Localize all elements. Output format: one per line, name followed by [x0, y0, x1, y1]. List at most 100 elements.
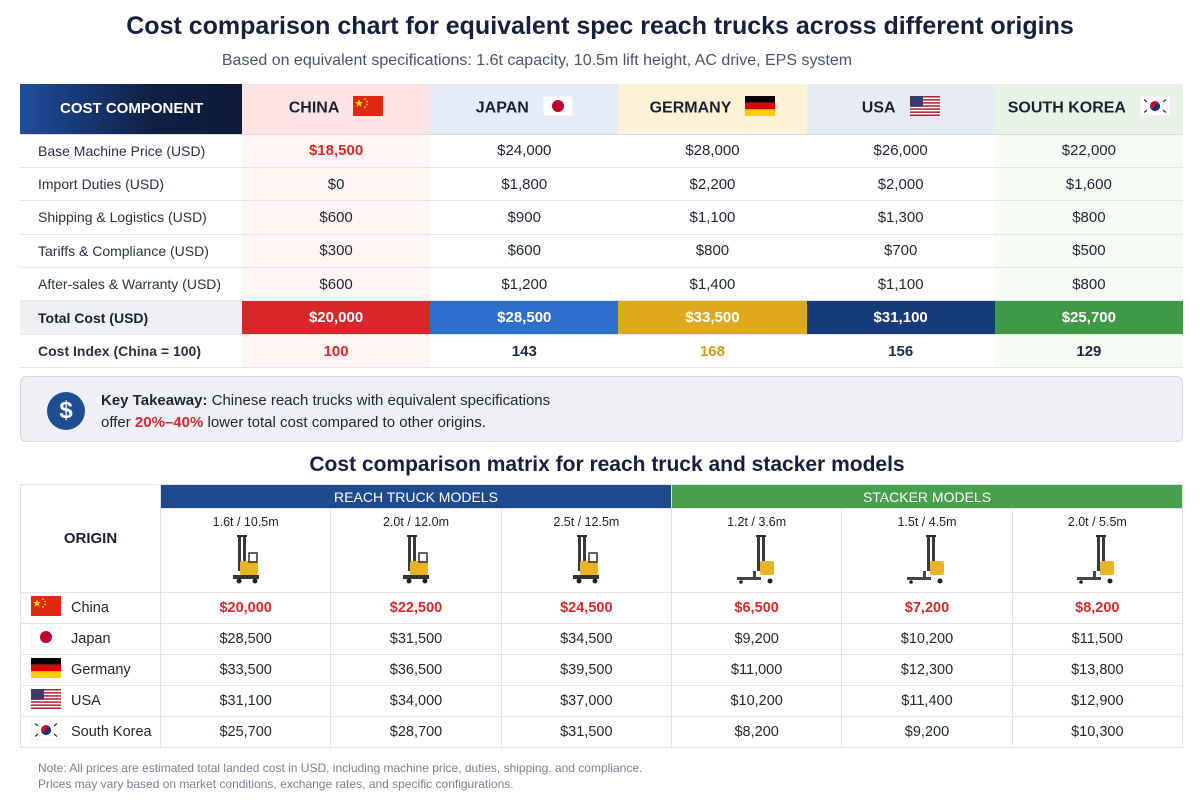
country-name: SOUTH KOREA [1007, 99, 1126, 117]
matrix-cell: $13,800 [1011, 654, 1184, 686]
footnote-line2: Prices may vary based on market conditio… [38, 777, 514, 791]
row-label: After-sales & Warranty (USD) [20, 267, 242, 302]
model-label: 1.6t / 10.5m [212, 515, 279, 529]
table-cell: $1,600 [994, 167, 1183, 202]
table-cell: $1,400 [618, 267, 807, 302]
table-cell: $1,100 [806, 267, 995, 302]
matrix-cell: $7,200 [841, 592, 1013, 624]
row-label: Shipping & Logistics (USD) [20, 200, 242, 235]
model-header: 2.0t / 12.0m [330, 508, 502, 593]
stacker-icon [672, 533, 841, 585]
table-cell: 143 [430, 334, 619, 369]
germany-flag-icon [745, 96, 776, 121]
matrix-cell: $11,400 [841, 685, 1013, 717]
table-row: Total Cost (USD) $20,000 $28,500 $33,500 $31… [20, 300, 1183, 336]
table-cell: $600 [242, 267, 431, 302]
japan-flag-icon [542, 95, 574, 121]
matrix-cell: $28,500 [159, 623, 332, 655]
table-cell: 129 [994, 334, 1183, 369]
south-korea-flag-icon [1139, 95, 1171, 121]
table-cell: $500 [994, 234, 1183, 269]
table-cell: $900 [430, 200, 619, 235]
table-cell: $300 [242, 234, 431, 269]
origin-cell: USA [20, 685, 161, 717]
reach-truck-icon [502, 533, 671, 585]
matrix-cell: $24,500 [500, 592, 672, 624]
matrix-cell: $31,500 [500, 716, 672, 748]
table-cell: $33,500 [618, 300, 807, 336]
origin-name: Germany [71, 661, 131, 678]
table-cell: $28,000 [618, 134, 807, 168]
matrix-row: South Korea $25,700 $28,700 $31,500 $8,200 $9… [20, 716, 1184, 748]
table-cell: 168 [618, 334, 807, 369]
table-cell: $600 [430, 234, 619, 269]
matrix-cell: $28,700 [330, 716, 502, 748]
model-header: 1.2t / 3.6m [670, 508, 843, 593]
reach-truck-icon [331, 533, 500, 585]
origin-cell: South Korea [20, 716, 161, 748]
model-cost-matrix: ORIGIN REACH TRUCK MODELS STACKER MODELS … [20, 484, 1184, 748]
table-cell: $25,700 [994, 300, 1183, 336]
matrix-group-row: ORIGIN REACH TRUCK MODELS STACKER MODELS [20, 484, 1184, 593]
table-cell: $31,100 [806, 300, 995, 336]
country-header-germany: GERMANY [618, 84, 807, 135]
footnote: Note: All prices are estimated total lan… [38, 760, 642, 792]
matrix-row: China $20,000 $22,500 $24,500 $6,500 $7,200 $8… [20, 592, 1184, 624]
model-label: 1.5t / 4.5m [897, 515, 957, 529]
table-row: Import Duties (USD) $0 $1,800 $2,200 $2,000 $… [20, 167, 1183, 202]
matrix-row: Germany $33,500 $36,500 $39,500 $11,000 $12,3… [20, 654, 1184, 686]
table-row: After-sales & Warranty (USD) $600 $1,200 $1… [20, 267, 1183, 302]
table-cell: $28,500 [430, 300, 619, 336]
cost-component-header: COST COMPONENT [20, 84, 242, 135]
row-label: Total Cost (USD) [20, 300, 242, 336]
matrix-cell: $20,000 [159, 592, 332, 624]
table-cell: $2,000 [806, 167, 995, 202]
germany-flag-icon [31, 658, 61, 682]
takeaway-lead: Key Takeaway: [101, 392, 208, 409]
takeaway-line1: Chinese reach trucks with equivalent spe… [207, 392, 551, 409]
model-header: 1.6t / 10.5m [159, 508, 332, 593]
matrix-cell: $8,200 [670, 716, 843, 748]
table-row: Cost Index (China = 100) 100 143 168 156 129 [20, 334, 1183, 369]
country-name: JAPAN [475, 99, 529, 117]
origin-name: USA [71, 692, 101, 709]
key-takeaway-box: $ Key Takeaway: Chinese reach trucks wit… [20, 376, 1183, 442]
footnote-line1: Note: All prices are estimated total lan… [38, 761, 643, 775]
origin-cell: China [20, 592, 161, 624]
table-cell: $600 [242, 200, 431, 235]
matrix-cell: $22,500 [330, 592, 502, 624]
model-header: 2.0t / 5.5m [1011, 508, 1184, 593]
takeaway-highlight: 20%–40% [134, 414, 204, 431]
table-cell: $26,000 [806, 134, 995, 168]
dollar-icon: $ [47, 392, 85, 430]
table-cell: 100 [242, 334, 431, 369]
table-row: Base Machine Price (USD) $18,500 $24,000 $2… [20, 134, 1183, 168]
table-cell: $1,100 [618, 200, 807, 235]
table-cell: $1,200 [430, 267, 619, 302]
table-cell: $800 [994, 267, 1183, 302]
table-cell: $22,000 [994, 134, 1183, 168]
table-cell: $800 [618, 234, 807, 269]
matrix-cell: $37,000 [500, 685, 672, 717]
model-label: 1.2t / 3.6m [727, 515, 787, 529]
row-label: Cost Index (China = 100) [20, 334, 242, 369]
table-cell: $20,000 [242, 300, 431, 336]
origin-name: Japan [71, 630, 111, 647]
country-name: GERMANY [649, 99, 732, 117]
group-header: REACH TRUCK MODELS [160, 484, 672, 509]
model-header: 2.5t / 12.5m [500, 508, 672, 593]
stacker-icon [1013, 533, 1182, 585]
country-header-china: CHINA [242, 84, 431, 135]
matrix-cell: $12,900 [1011, 685, 1184, 717]
country-header-usa: USA [806, 84, 995, 135]
table-cell: $1,800 [430, 167, 619, 202]
usa-flag-icon [909, 96, 940, 121]
origin-cell: Japan [20, 623, 161, 655]
matrix-cell: $9,200 [670, 623, 843, 655]
table-cell: $18,500 [242, 134, 431, 168]
model-label: 2.0t / 12.0m [382, 515, 449, 529]
table-cell: $800 [994, 200, 1183, 235]
japan-flag-icon [30, 626, 62, 651]
row-label: Tariffs & Compliance (USD) [20, 234, 242, 269]
china-flag-icon [31, 596, 61, 620]
